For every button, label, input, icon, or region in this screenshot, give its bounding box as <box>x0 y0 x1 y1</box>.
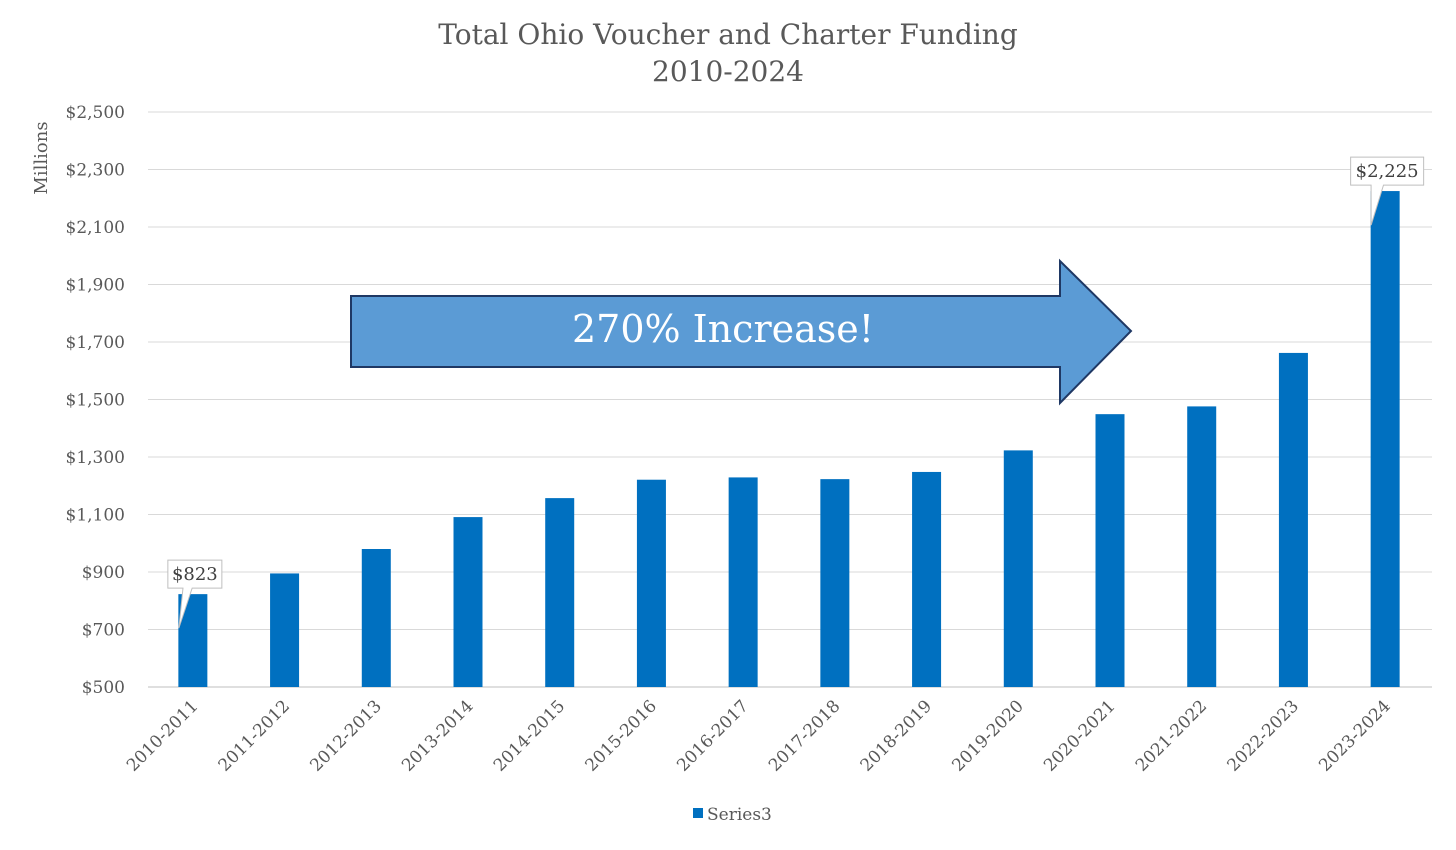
x-tick-label: 2014-2015 <box>490 696 569 775</box>
legend-label: Series3 <box>707 805 772 825</box>
increase-arrow: 270% Increase! <box>350 258 1133 406</box>
bar <box>1370 191 1400 687</box>
bar <box>453 517 483 687</box>
y-tick-label: $700 <box>82 621 125 641</box>
x-tick-label: 2022-2023 <box>1224 696 1303 775</box>
bar <box>912 471 942 687</box>
bar <box>361 549 391 687</box>
y-tick-label: $1,300 <box>66 448 125 468</box>
chart-title: Total Ohio Voucher and Charter Funding <box>438 18 1018 51</box>
x-tick-label: 2019-2020 <box>948 696 1027 775</box>
bar <box>1095 414 1125 687</box>
bar <box>545 498 575 687</box>
bar <box>1003 450 1033 687</box>
data-label: $823 <box>172 564 218 585</box>
data-callout: $2,225 <box>1350 156 1425 226</box>
callout-box <box>167 559 223 629</box>
x-tick-label: 2023-2024 <box>1315 696 1394 775</box>
y-tick-label: $900 <box>82 563 125 583</box>
bar <box>728 477 758 687</box>
y-tick-label: $2,300 <box>66 161 125 181</box>
chart-subtitle: 2010-2024 <box>652 55 804 88</box>
y-tick-label: $2,100 <box>66 218 125 238</box>
x-tick-label: 2015-2016 <box>582 696 661 775</box>
y-axis-label: Millions <box>31 121 52 194</box>
bar <box>1187 406 1217 687</box>
y-tick-label: $1,100 <box>66 506 125 526</box>
bar <box>820 479 850 687</box>
legend-swatch <box>693 808 703 818</box>
x-tick-label: 2018-2019 <box>857 696 936 775</box>
data-label: $2,225 <box>1356 161 1419 182</box>
y-tick-label: $1,900 <box>66 276 125 296</box>
bar <box>270 573 300 687</box>
x-tick-label: 2020-2021 <box>1040 696 1119 775</box>
data-callouts: $823 $2,225 <box>167 156 1425 629</box>
data-callout: $823 <box>167 559 223 629</box>
x-tick-label: 2021-2022 <box>1132 696 1211 775</box>
arrow-label: 270% Increase! <box>572 307 874 351</box>
arrow-shape <box>350 258 1133 406</box>
x-tick-label: 2013-2014 <box>398 696 477 775</box>
x-tick-label: 2017-2018 <box>765 696 844 775</box>
x-axis-ticks: 2010-2011 2011-2012 2012-2013 2013-2014 2014… <box>123 696 1395 775</box>
x-tick-label: 2012-2013 <box>306 696 385 775</box>
y-tick-label: $500 <box>82 678 125 698</box>
bar <box>636 479 666 687</box>
y-tick-label: $2,500 <box>66 103 125 123</box>
bar <box>1278 352 1308 687</box>
y-tick-label: $1,700 <box>66 333 125 353</box>
x-tick-label: 2010-2011 <box>123 696 202 775</box>
bars <box>178 191 1400 687</box>
gridlines <box>148 111 1432 688</box>
legend: Series3 <box>693 805 772 825</box>
y-tick-label: $1,500 <box>66 391 125 411</box>
y-axis-ticks: $500 $700 $900 $1,100 $1,300 $1,500 $1,700 $1,9… <box>66 103 125 698</box>
callout-box <box>1350 156 1425 226</box>
x-tick-label: 2016-2017 <box>673 696 752 775</box>
x-tick-label: 2011-2012 <box>215 696 294 775</box>
